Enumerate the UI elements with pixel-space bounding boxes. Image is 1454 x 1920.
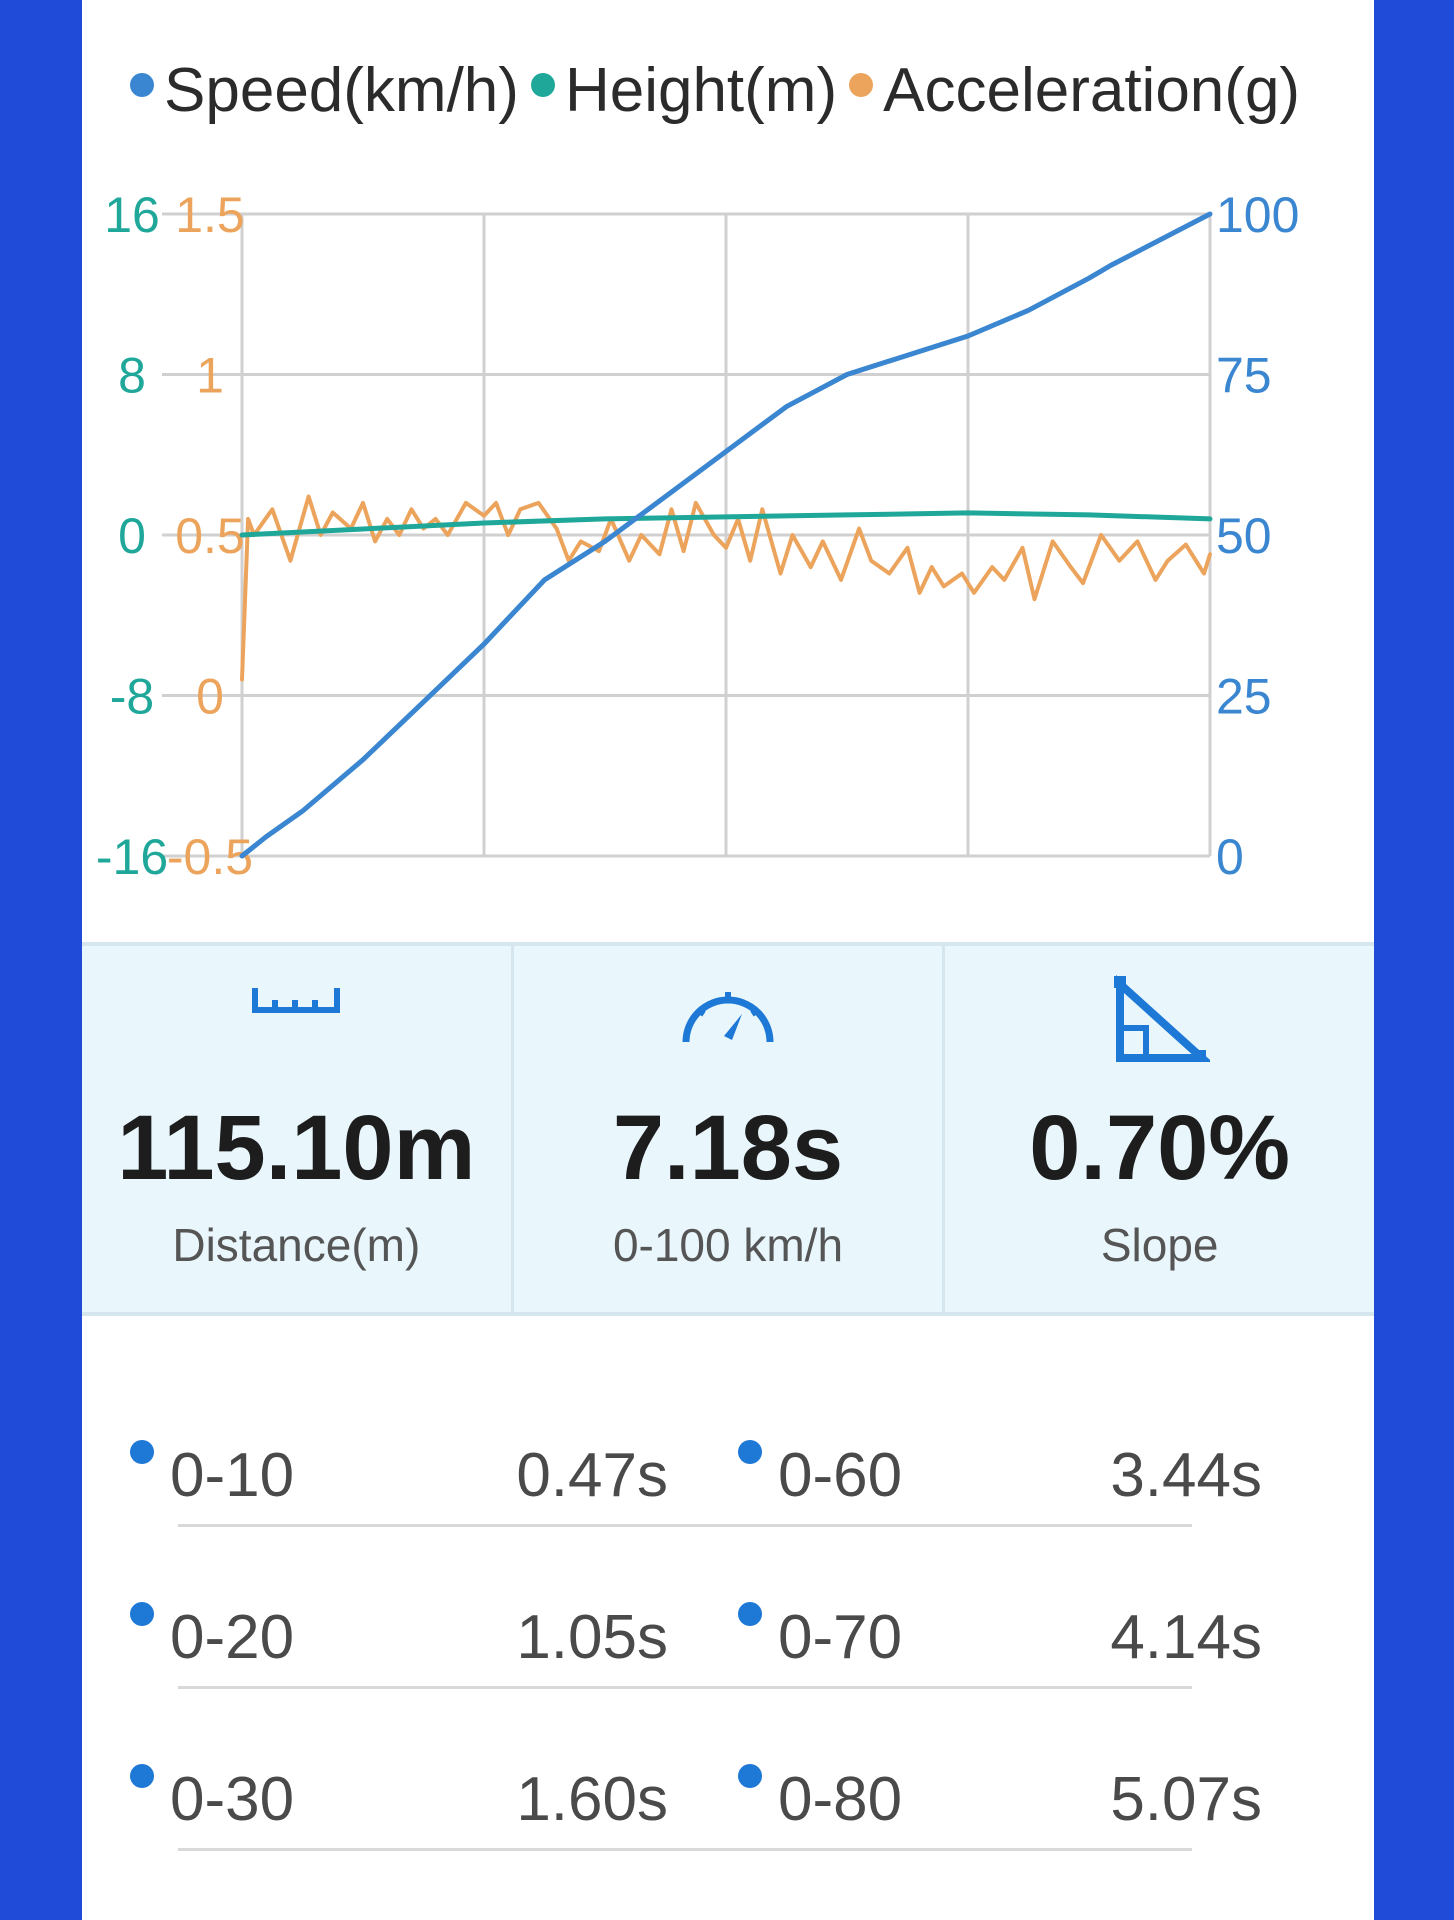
zero-to-hundred-value: 7.18s: [612, 1097, 844, 1199]
divider: [682, 1686, 1192, 1689]
legend-height-dot: [530, 73, 555, 97]
height-axis-tick-label: 0: [118, 508, 146, 564]
acceleration-axis-tick-label: 0.5: [175, 508, 245, 564]
split-range: 0-10: [170, 1441, 295, 1510]
height-axis-tick-label: 8: [118, 348, 146, 404]
acceleration-axis-tick-label: 0: [196, 669, 224, 725]
zero-to-hundred-label: 0-100 km/h: [612, 1219, 844, 1271]
split-dot: [130, 1764, 154, 1788]
split-item: 0-80 5.07s: [682, 1724, 1282, 1886]
split-time: 0.47s: [516, 1441, 668, 1510]
slope-value: 0.70%: [1029, 1097, 1291, 1199]
speedometer-icon: [682, 992, 774, 1043]
divider: [178, 1848, 682, 1851]
split-item: 0-60 3.44s: [682, 1400, 1282, 1562]
split-dot: [738, 1440, 762, 1464]
split-row: 0-10 0.47s 0-60 3.44s: [82, 1400, 1374, 1562]
divider: [178, 1686, 682, 1689]
distance-value: 115.10m: [117, 1097, 476, 1199]
results-card: Speed(km/h) Height(m) Acceleration(g) 16…: [82, 0, 1374, 1920]
legend-speed-label: Speed(km/h): [164, 55, 519, 125]
split-range: 0-60: [778, 1441, 903, 1510]
split-range: 0-30: [170, 1765, 295, 1834]
divider: [178, 1524, 682, 1527]
split-item: 0-20 1.05s: [82, 1562, 682, 1724]
height-axis-tick-label: 16: [104, 187, 160, 243]
height-axis-tick-label: -16: [96, 829, 168, 885]
split-row: 0-30 1.60s 0-80 5.07s: [82, 1724, 1374, 1886]
legend-height[interactable]: Height(m): [530, 55, 838, 126]
stat-slope: 0.70% Slope: [942, 946, 1374, 1312]
split-dot: [738, 1764, 762, 1788]
slope-label: Slope: [1100, 1219, 1219, 1271]
acceleration-axis-tick-label: 1: [196, 348, 224, 404]
speed-axis-tick-label: 0: [1216, 829, 1244, 885]
split-range: 0-20: [170, 1603, 295, 1672]
split-time: 3.44s: [1110, 1441, 1262, 1510]
split-time: 4.14s: [1110, 1603, 1262, 1672]
split-range: 0-80: [778, 1765, 903, 1834]
height-series-line: [239, 510, 1213, 538]
speed-axis-tick-label: 100: [1216, 187, 1299, 243]
split-time: 1.60s: [516, 1765, 668, 1834]
height-axis-tick-label: -8: [110, 669, 154, 725]
ruler-icon: [252, 988, 341, 1013]
stat-acceleration-time: 7.18s 0-100 km/h: [510, 946, 943, 1312]
legend-acceleration-dot: [849, 73, 874, 97]
performance-chart: 16 8 0 -8 -16 1.5 1 0.5 0 -0.5 100 75 50 25 0: [96, 187, 1300, 885]
slope-icon: [1113, 975, 1210, 1062]
split-dot: [130, 1440, 154, 1464]
stat-distance: 115.10m Distance(m): [82, 946, 511, 1312]
speed-axis-tick-label: 50: [1216, 508, 1272, 564]
split-time: 1.05s: [516, 1603, 668, 1672]
split-times: 0-10 0.47s 0-60 3.44s 0-20 1.05s 0-70: [82, 1400, 1374, 1886]
speed-axis-tick-label: 25: [1216, 669, 1272, 725]
stats-bar: 115.10m Distance(m) 7.18s 0-100 km/h 0.7…: [82, 942, 1374, 1316]
legend-acceleration-label: Acceleration(g): [883, 55, 1301, 125]
acceleration-axis-tick-label: 1.5: [175, 187, 245, 243]
acceleration-axis-tick-label: -0.5: [167, 829, 253, 885]
chart-legend: Speed(km/h) Height(m) Acceleration(g): [130, 50, 1300, 130]
divider: [682, 1524, 1192, 1527]
divider: [682, 1848, 1192, 1851]
split-item: 0-70 4.14s: [682, 1562, 1282, 1724]
legend-speed[interactable]: Speed(km/h): [130, 55, 519, 126]
split-dot: [738, 1602, 762, 1626]
speed-series-line: [239, 211, 1213, 859]
split-row: 0-20 1.05s 0-70 4.14s: [82, 1562, 1374, 1724]
split-item: 0-30 1.60s: [82, 1724, 682, 1886]
split-dot: [130, 1602, 154, 1626]
split-range: 0-70: [778, 1603, 903, 1672]
legend-speed-dot: [130, 73, 154, 97]
speed-axis-tick-label: 75: [1216, 348, 1272, 404]
split-item: 0-10 0.47s: [82, 1400, 682, 1562]
split-time: 5.07s: [1110, 1765, 1262, 1834]
legend-acceleration[interactable]: Acceleration(g): [849, 55, 1300, 126]
legend-height-label: Height(m): [564, 55, 838, 125]
distance-label: Distance(m): [172, 1219, 421, 1271]
